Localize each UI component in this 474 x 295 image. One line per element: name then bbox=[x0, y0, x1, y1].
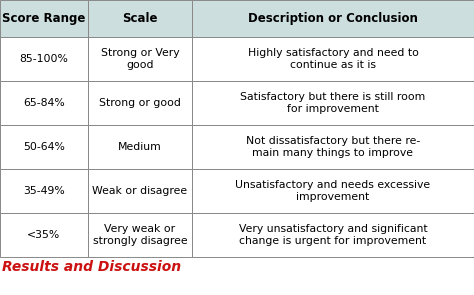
Text: 85-100%: 85-100% bbox=[19, 54, 68, 64]
Bar bbox=[192, 125, 474, 169]
Bar bbox=[0, 0, 88, 37]
Text: Score Range: Score Range bbox=[2, 12, 85, 25]
Text: Results and Discussion: Results and Discussion bbox=[2, 260, 182, 273]
Text: 50-64%: 50-64% bbox=[23, 142, 65, 152]
Text: Strong or Very
good: Strong or Very good bbox=[100, 48, 179, 70]
Bar bbox=[0, 37, 88, 81]
Bar bbox=[88, 0, 192, 37]
Text: Very unsatisfactory and significant
change is urgent for improvement: Very unsatisfactory and significant chan… bbox=[239, 224, 427, 246]
Text: Scale: Scale bbox=[122, 12, 157, 25]
Text: Highly satisfactory and need to
continue as it is: Highly satisfactory and need to continue… bbox=[247, 48, 419, 70]
Bar bbox=[0, 81, 88, 125]
Bar bbox=[0, 125, 88, 169]
Text: <35%: <35% bbox=[27, 230, 61, 240]
Text: Very weak or
strongly disagree: Very weak or strongly disagree bbox=[92, 224, 187, 246]
Bar bbox=[192, 37, 474, 81]
Bar bbox=[88, 169, 192, 213]
Text: Unsatisfactory and needs excessive
improvement: Unsatisfactory and needs excessive impro… bbox=[236, 180, 430, 202]
Text: 35-49%: 35-49% bbox=[23, 186, 65, 196]
Bar bbox=[88, 37, 192, 81]
Text: Not dissatisfactory but there re-
main many things to improve: Not dissatisfactory but there re- main m… bbox=[246, 136, 420, 158]
Bar bbox=[0, 213, 88, 257]
Bar bbox=[0, 169, 88, 213]
Text: Description or Conclusion: Description or Conclusion bbox=[248, 12, 418, 25]
Bar bbox=[88, 81, 192, 125]
Text: Medium: Medium bbox=[118, 142, 162, 152]
Text: Strong or good: Strong or good bbox=[99, 98, 181, 108]
Bar bbox=[88, 213, 192, 257]
Bar bbox=[192, 81, 474, 125]
Bar bbox=[88, 125, 192, 169]
Text: 65-84%: 65-84% bbox=[23, 98, 65, 108]
Bar bbox=[192, 169, 474, 213]
Bar bbox=[192, 0, 474, 37]
Text: Weak or disagree: Weak or disagree bbox=[92, 186, 187, 196]
Text: Satisfactory but there is still room
for improvement: Satisfactory but there is still room for… bbox=[240, 92, 426, 114]
Bar bbox=[192, 213, 474, 257]
